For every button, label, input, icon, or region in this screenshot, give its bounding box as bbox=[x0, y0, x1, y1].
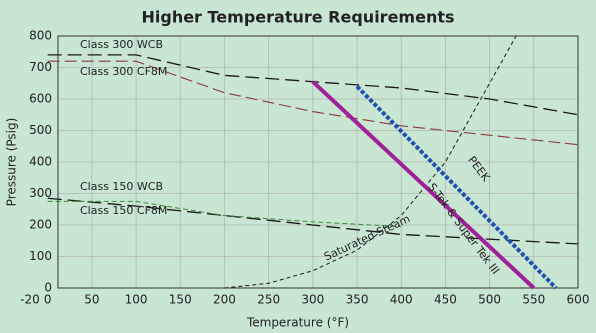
y-tick-label: 200 bbox=[29, 218, 52, 232]
series-line bbox=[311, 80, 536, 290]
series-label: Class 150 WCB bbox=[80, 180, 163, 193]
y-tick-label: 500 bbox=[29, 123, 52, 137]
x-tick-label: 0 bbox=[44, 293, 52, 307]
y-tick-label: 600 bbox=[29, 92, 52, 106]
x-tick-label: 400 bbox=[390, 293, 413, 307]
x-tick-label: 350 bbox=[346, 293, 369, 307]
chart-title: Higher Temperature Requirements bbox=[141, 8, 454, 27]
series-line bbox=[355, 84, 558, 290]
x-tick-label: 50 bbox=[84, 293, 99, 307]
y-tick-label: 700 bbox=[29, 60, 52, 74]
y-tick-label: 400 bbox=[29, 155, 52, 169]
series-line bbox=[47, 197, 579, 245]
x-tick-label: 150 bbox=[169, 293, 192, 307]
y-tick-label: 0 bbox=[44, 281, 52, 295]
x-axis-label: Temperature (°F) bbox=[246, 316, 349, 330]
x-tick-label: 550 bbox=[522, 293, 545, 307]
plot-frame bbox=[57, 35, 579, 289]
series-label: Class 300 CF8M bbox=[80, 65, 167, 78]
y-tick-label: 300 bbox=[29, 186, 52, 200]
x-tick-label: 500 bbox=[478, 293, 501, 307]
x-tick-label: 450 bbox=[434, 293, 457, 307]
series-label: Class 300 WCB bbox=[80, 38, 163, 51]
y-axis-label: Pressure (Psig) bbox=[5, 118, 19, 207]
series-line bbox=[224, 35, 517, 289]
y-tick-label: 100 bbox=[29, 249, 52, 263]
x-tick-label: -20 bbox=[20, 293, 40, 307]
x-tick-label: 250 bbox=[257, 293, 280, 307]
x-tick-label: 200 bbox=[213, 293, 236, 307]
x-tick-label: 100 bbox=[125, 293, 148, 307]
series-label: Class 150 CF8M bbox=[80, 204, 167, 217]
series-line bbox=[47, 60, 579, 146]
series-line bbox=[47, 200, 402, 228]
x-tick-label: 300 bbox=[301, 293, 324, 307]
y-tick-label: 800 bbox=[29, 29, 52, 43]
x-tick-label: 600 bbox=[567, 293, 590, 307]
